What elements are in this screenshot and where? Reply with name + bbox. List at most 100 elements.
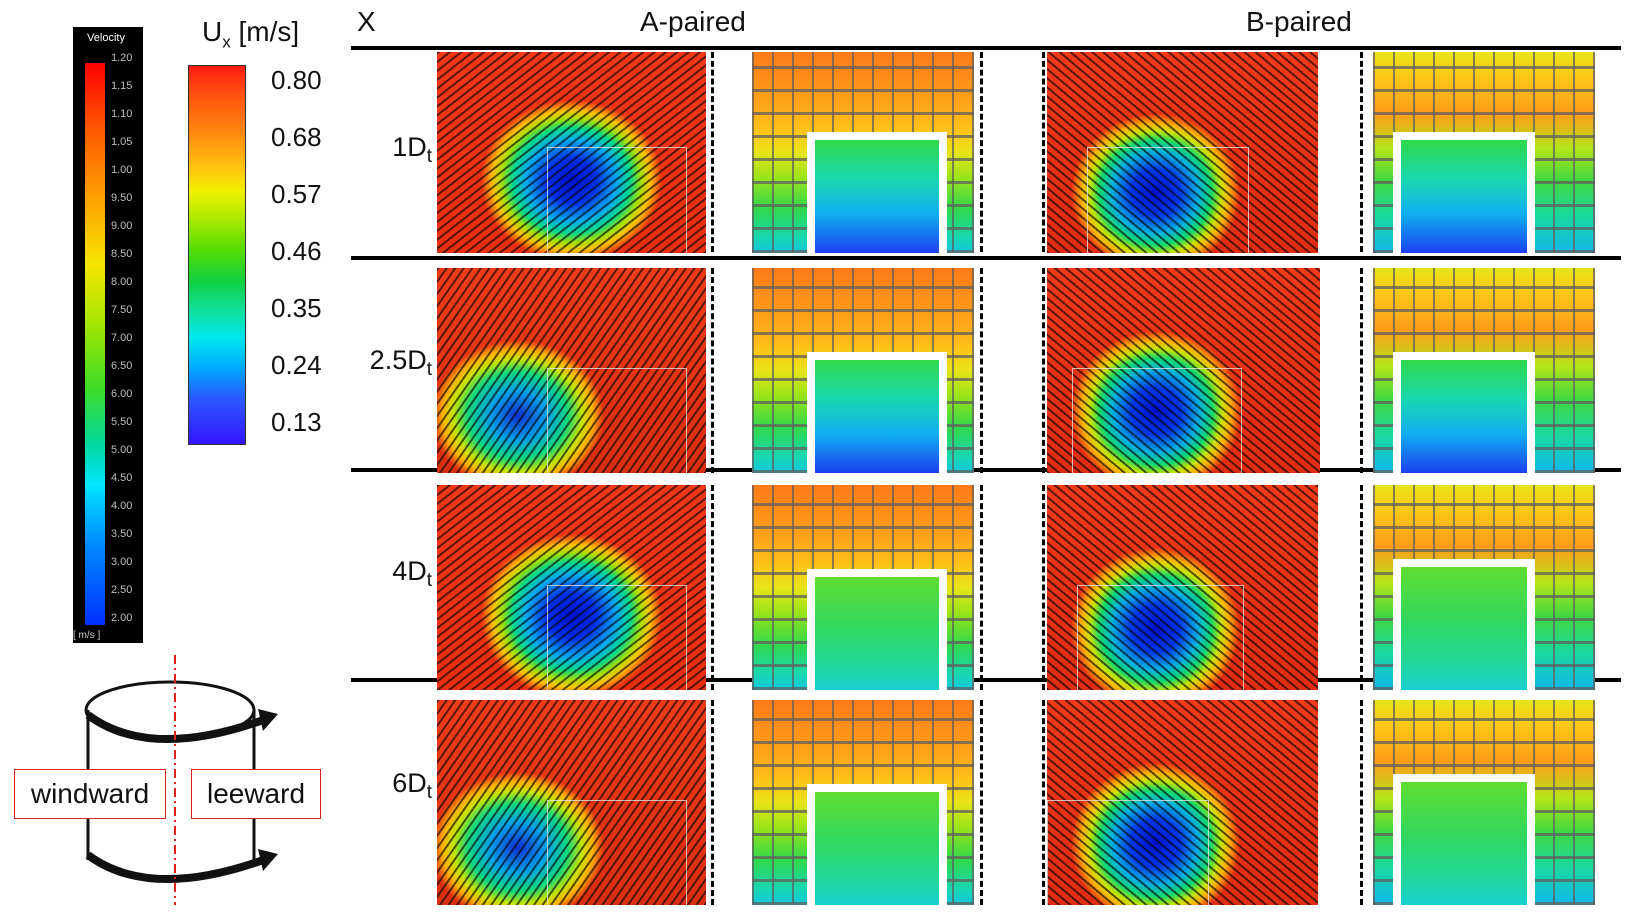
row-divider: [351, 256, 1621, 260]
b-paired-cfd-panel: [1047, 268, 1320, 473]
row-label-text: 6D: [392, 768, 427, 798]
ux-tick: 0.13: [271, 407, 322, 437]
centerline-divider: [711, 700, 714, 905]
row-label-subscript: t: [426, 146, 432, 167]
velocity-tick: 5.50: [111, 416, 133, 428]
windward-label: windward: [14, 769, 166, 819]
cylinder-outline: [1393, 559, 1535, 690]
velocity-colorbar: Velocity 1.20 1.15 1.10 1.05 1.00 9.50 9…: [73, 27, 143, 643]
ux-subscript: x: [222, 32, 231, 52]
cylinder-outline: [1072, 368, 1242, 473]
cylinder-top-arrow: [85, 711, 268, 743]
centerline-divider: [980, 52, 983, 252]
centerline-divider: [980, 485, 983, 690]
row-divider: [351, 678, 1621, 682]
column-header-b-paired: B-paired: [1246, 6, 1352, 37]
a-paired-cfd-panel: [437, 52, 706, 253]
cylinder-outline: [1393, 774, 1535, 905]
cylinder-outline: [547, 368, 687, 473]
centerline-divider: [1042, 268, 1045, 473]
ux-tick: 0.46: [271, 236, 322, 266]
velocity-tick: 2.00: [111, 612, 133, 624]
ux-tick: 0.24: [271, 350, 322, 380]
b-paired-cfd-panel: [1047, 700, 1318, 905]
velocity-colorbar-unit: [ m/s ]: [73, 630, 101, 641]
cylinder-bottom-arrow: [85, 851, 268, 883]
ux-tick: 0.57: [271, 179, 322, 209]
a-paired-piv-panel: [752, 485, 974, 690]
ux-colorbar-gradient: [188, 65, 246, 445]
a-paired-cfd-panel: [437, 485, 706, 690]
a-paired-piv-panel: [752, 268, 974, 473]
cylinder-outline: [807, 569, 947, 690]
cylinder-top-arrowhead: [258, 709, 278, 731]
centerline-divider: [711, 485, 714, 690]
row-label-subscript: t: [426, 570, 432, 591]
axis-label-x: X: [357, 6, 376, 37]
centerline-divider: [1042, 485, 1045, 690]
cylinder-outline: [547, 800, 687, 905]
row-label-subscript: t: [426, 359, 432, 380]
row-label-6dt: 6Dt: [360, 768, 432, 804]
centerline-divider: [1360, 485, 1363, 690]
velocity-tick: 1.20: [111, 52, 133, 64]
ux-scale-title: Ux [m/s]: [202, 16, 299, 53]
cylinder-outline: [807, 352, 947, 473]
velocity-tick: 9.50: [111, 192, 133, 204]
cylinder-outline: [1393, 352, 1535, 473]
a-paired-piv-panel: [752, 700, 974, 905]
cylinder-outline: [547, 585, 687, 690]
ux-symbol: U: [202, 16, 223, 47]
leeward-label: leeward: [191, 769, 321, 819]
velocity-tick: 4.00: [111, 500, 133, 512]
centerline-divider: [1042, 700, 1045, 905]
row-label-subscript: t: [426, 782, 432, 803]
velocity-tick: 1.10: [111, 108, 133, 120]
velocity-colorbar-title: Velocity: [87, 32, 125, 44]
velocity-tick: 1.05: [111, 136, 133, 148]
velocity-tick: 7.50: [111, 304, 133, 316]
b-paired-piv-panel: [1373, 268, 1595, 473]
velocity-tick: 5.00: [111, 444, 133, 456]
b-paired-piv-panel: [1373, 700, 1595, 905]
centerline-divider: [711, 52, 714, 252]
centerline-divider: [1360, 700, 1363, 905]
centerline-divider: [1042, 52, 1045, 252]
centerline-divider: [980, 700, 983, 905]
velocity-tick: 1.00: [111, 164, 133, 176]
row-label-4dt: 4Dt: [360, 556, 432, 592]
velocity-tick: 8.50: [111, 248, 133, 260]
velocity-tick: 6.50: [111, 360, 133, 372]
b-paired-piv-panel: [1373, 52, 1595, 253]
ux-tick: 0.35: [271, 293, 322, 323]
velocity-tick: 3.00: [111, 556, 133, 568]
ux-unit: [m/s]: [238, 16, 300, 47]
row-label-text: 4D: [392, 556, 427, 586]
cylinder-outline: [1077, 585, 1244, 690]
centerline-divider: [1360, 52, 1363, 252]
velocity-tick: 3.50: [111, 528, 133, 540]
velocity-tick: 8.00: [111, 276, 133, 288]
row-label-text: 1D: [392, 132, 427, 162]
velocity-tick: 2.50: [111, 584, 133, 596]
cylinder-bottom-arrowhead: [258, 849, 278, 871]
cylinder-outline: [807, 784, 947, 905]
row-divider: [351, 468, 1621, 472]
velocity-tick: 4.50: [111, 472, 133, 484]
cylinder-outline: [807, 132, 947, 253]
row-label-1dt: 1Dt: [360, 132, 432, 168]
b-paired-piv-panel: [1373, 485, 1595, 690]
header-divider: [351, 46, 1621, 50]
ux-tick: 0.80: [271, 65, 322, 95]
cylinder-outline: [1393, 132, 1535, 253]
centerline-divider: [980, 268, 983, 473]
b-paired-cfd-panel: [1047, 485, 1318, 690]
centerline-divider: [711, 268, 714, 473]
centerline-divider: [1360, 268, 1363, 473]
velocity-tick: 6.00: [111, 388, 133, 400]
velocity-tick: 7.00: [111, 332, 133, 344]
a-paired-cfd-panel: [437, 700, 706, 905]
cylinder-outline: [1047, 800, 1209, 905]
row-label-text: 2.5D: [369, 345, 427, 375]
cylinder-outline: [547, 147, 687, 253]
